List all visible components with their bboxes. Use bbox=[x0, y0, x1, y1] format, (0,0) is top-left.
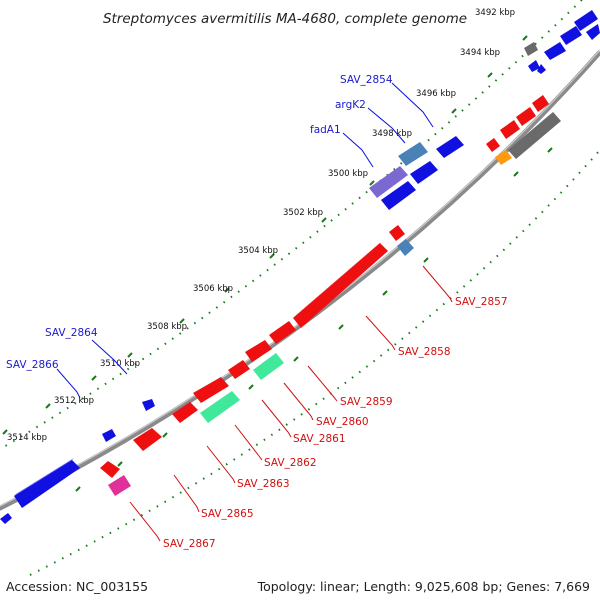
gene-purple[interactable] bbox=[369, 166, 408, 198]
gene-forward[interactable] bbox=[544, 42, 566, 60]
gene-reverse[interactable] bbox=[516, 107, 536, 126]
gene-reverse[interactable] bbox=[133, 428, 162, 451]
gene-label[interactable]: SAV_2866 bbox=[6, 359, 59, 371]
gene-label[interactable]: fadA1 bbox=[310, 124, 341, 136]
gene-reverse[interactable] bbox=[293, 243, 388, 328]
kbp-label: 3498 kbp bbox=[372, 129, 412, 139]
gene-forward[interactable] bbox=[14, 460, 80, 508]
gene-gray[interactable] bbox=[524, 42, 538, 56]
kbp-label: 3494 kbp bbox=[460, 48, 500, 58]
gene-forward[interactable] bbox=[381, 181, 416, 210]
gene-label[interactable]: SAV_2867 bbox=[163, 538, 216, 550]
kbp-label: 3492 kbp bbox=[475, 8, 515, 18]
callout-lines-reverse bbox=[129, 265, 453, 542]
gene-forward[interactable] bbox=[560, 26, 582, 45]
map-title: Streptomyces avermitilis MA-4680, comple… bbox=[103, 11, 467, 27]
kbp-label: 3504 kbp bbox=[238, 246, 278, 256]
gene-reverse[interactable] bbox=[228, 360, 250, 379]
gene-forward[interactable] bbox=[586, 24, 600, 40]
kbp-label: 3514 kbp bbox=[7, 433, 47, 443]
gene-reverse[interactable] bbox=[486, 138, 500, 152]
genome-summary-text: Topology: linear; Length: 9,025,608 bp; … bbox=[257, 579, 590, 594]
gene-forward[interactable] bbox=[410, 161, 438, 184]
gene-forward[interactable] bbox=[0, 513, 12, 524]
gene-forward[interactable] bbox=[574, 10, 598, 31]
gene-label[interactable]: SAV_2862 bbox=[264, 457, 317, 469]
forward-gene-labels: SAV_2854 argK2 fadA1 SAV_2864 SAV_2866 bbox=[6, 74, 393, 371]
gene-steel[interactable] bbox=[397, 239, 414, 256]
gene-label[interactable]: SAV_2863 bbox=[237, 478, 290, 490]
kbp-label: 3502 kbp bbox=[283, 208, 323, 218]
callout-lines-forward bbox=[56, 82, 434, 399]
kbp-label: 3512 kbp bbox=[54, 396, 94, 406]
gene-steel[interactable] bbox=[398, 142, 428, 166]
gene-reverse[interactable] bbox=[100, 461, 120, 478]
gene-reverse[interactable] bbox=[532, 95, 549, 112]
gene-label[interactable]: SAV_2861 bbox=[293, 433, 346, 445]
gene-forward[interactable] bbox=[102, 429, 116, 442]
gene-rna[interactable] bbox=[253, 353, 284, 380]
gene-reverse[interactable] bbox=[245, 340, 272, 362]
kbp-label: 3510 kbp bbox=[100, 359, 140, 369]
forward-genes bbox=[0, 10, 600, 524]
gene-forward[interactable] bbox=[528, 60, 540, 72]
gene-forward[interactable] bbox=[142, 399, 155, 411]
gene-label[interactable]: SAV_2860 bbox=[316, 416, 369, 428]
reverse-genes bbox=[100, 95, 561, 496]
gene-label[interactable]: argK2 bbox=[335, 99, 366, 111]
gene-gray[interactable] bbox=[508, 112, 561, 159]
gene-reverse[interactable] bbox=[500, 120, 520, 139]
gene-forward[interactable] bbox=[436, 136, 464, 158]
gene-rna[interactable] bbox=[200, 391, 240, 423]
gene-reverse[interactable] bbox=[269, 321, 296, 344]
gene-label[interactable]: SAV_2854 bbox=[340, 74, 393, 86]
gene-reverse[interactable] bbox=[172, 402, 198, 423]
gene-label[interactable]: SAV_2864 bbox=[45, 327, 98, 339]
gene-forward[interactable] bbox=[537, 64, 546, 74]
gene-label[interactable]: SAV_2865 bbox=[201, 508, 254, 520]
kbp-labels: 3492 kbp 3494 kbp 3496 kbp 3498 kbp 3500… bbox=[7, 8, 515, 443]
accession-text: Accession: NC_003155 bbox=[6, 579, 149, 594]
kbp-label: 3508 kbp bbox=[147, 322, 187, 332]
gene-reverse[interactable] bbox=[389, 225, 405, 241]
reverse-gene-labels: SAV_2857 SAV_2858 SAV_2859 SAV_2860 SAV_… bbox=[163, 296, 508, 550]
forward-tick-track bbox=[0, 0, 584, 451]
gene-reverse[interactable] bbox=[193, 377, 229, 403]
kbp-label: 3496 kbp bbox=[416, 89, 456, 99]
kbp-label: 3506 kbp bbox=[193, 284, 233, 294]
gene-orange[interactable] bbox=[495, 150, 512, 165]
gene-label[interactable]: SAV_2858 bbox=[398, 346, 451, 358]
gene-label[interactable]: SAV_2859 bbox=[340, 396, 393, 408]
reverse-tick-track bbox=[29, 149, 600, 576]
gene-magenta[interactable] bbox=[108, 475, 131, 496]
gene-label[interactable]: SAV_2857 bbox=[455, 296, 508, 308]
kbp-label: 3500 kbp bbox=[328, 169, 368, 179]
